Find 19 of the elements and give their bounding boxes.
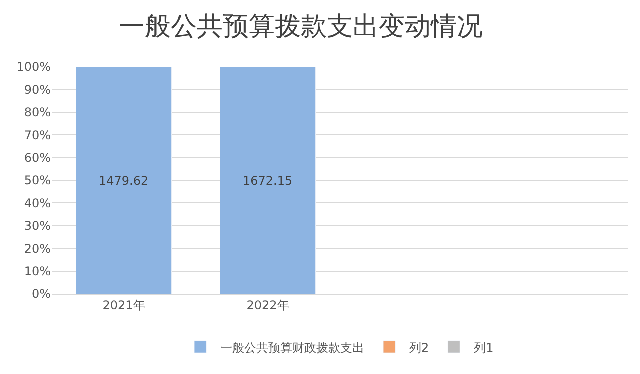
annotation: 1479.62 [99,174,149,188]
x-tick-label: 2021年 [102,298,146,312]
y-tick-label: 40% [24,196,51,210]
legend-label: 列2 [410,340,430,355]
y-tick-label: 90% [24,82,51,97]
legend-label: 列1 [474,340,494,355]
y-tick-label: 50% [24,174,51,188]
y-tick-label: 0% [32,287,51,302]
chart-title: 一般公共预算拨款支出变动情况 [118,12,483,42]
y-tick-label: 10% [24,264,51,278]
y-tick-label: 20% [24,242,51,256]
y-tick-label: 30% [24,219,51,234]
legend-label: 一般公共预算财政拨款支出 [220,340,364,355]
annotation: 1672.15 [243,174,293,188]
y-tick-label: 100% [16,60,51,74]
y-tick-label: 80% [24,106,51,120]
x-tick-label: 2022年 [246,298,290,312]
y-tick-label: 70% [24,128,51,142]
y-tick-label: 60% [24,151,51,165]
